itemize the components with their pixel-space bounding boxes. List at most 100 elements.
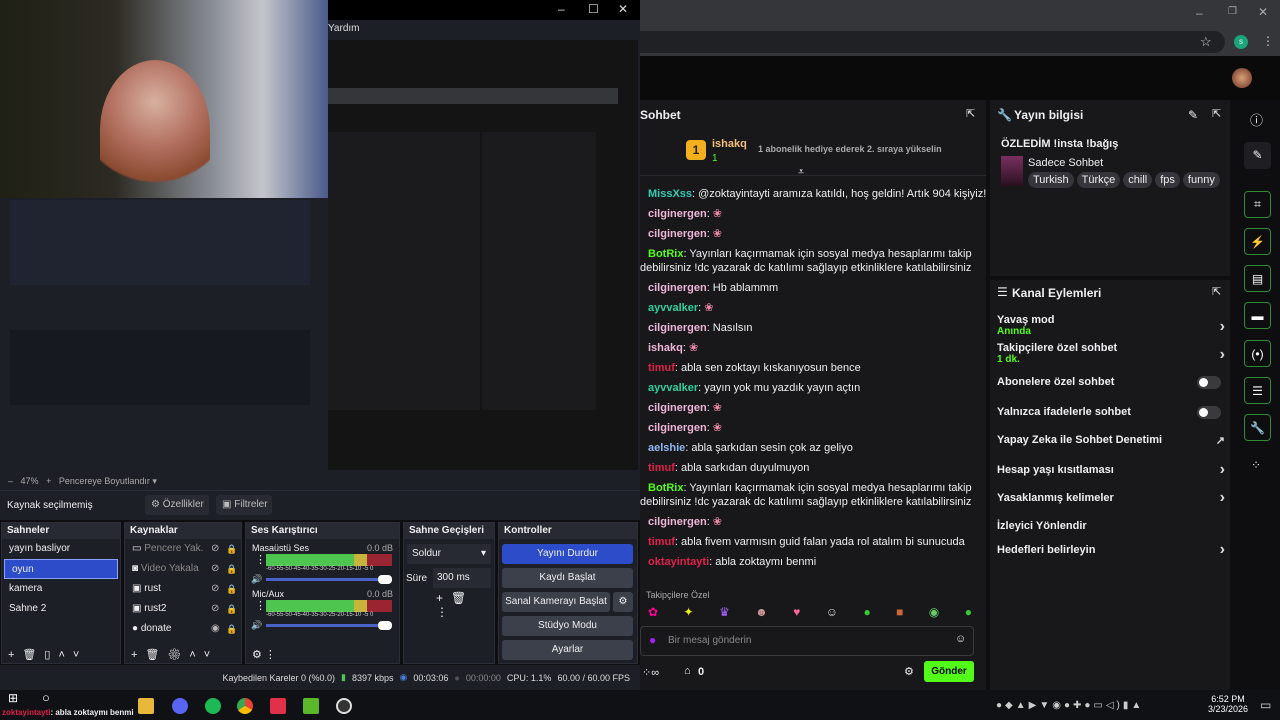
profile-avatar[interactable]: s [1234,35,1248,49]
category-name[interactable]: Sadece Sohbet [1028,157,1104,169]
channel-action-item[interactable]: Yasaklanmış kelimeler › [997,489,1225,506]
chat-username[interactable]: aelshie [648,442,686,454]
edit-icon[interactable]: ✎ [1188,108,1199,122]
stream-tag[interactable]: Turkish [1028,172,1074,188]
chat-username[interactable]: ayvvalker [648,382,699,394]
broadcast-icon[interactable]: (•) [1244,340,1271,367]
stream-tag[interactable]: funny [1182,172,1220,188]
visibility-icon[interactable]: ⊘ [211,563,220,574]
emote-icon[interactable]: ◉ [928,605,940,619]
channel-action-item[interactable]: Takipçilere özel sohbet 1 dk. › [997,342,1225,365]
kick-icon[interactable] [303,698,319,714]
chat-username[interactable]: cilginergen [648,228,707,240]
minimize-icon[interactable]: – [558,2,565,16]
leader-name[interactable]: ishakq [712,138,747,150]
transition-select[interactable]: Soldur ▾ [407,544,491,564]
community-icon[interactable]: ⁘ [1251,458,1262,472]
scene-item[interactable]: yayın basliyor [9,543,71,554]
file-explorer-icon[interactable] [138,698,154,714]
chat-username[interactable]: MissXss [648,188,693,200]
visibility-icon[interactable]: ⊘ [211,603,220,614]
notifications-icon[interactable]: ▭ [1260,698,1272,712]
chat-username[interactable]: cilginergen [648,402,707,414]
edit-icon[interactable]: ✎ [1244,142,1271,169]
stream-tag[interactable]: fps [1155,172,1180,188]
menu-help[interactable]: Yardım [328,23,360,34]
close-icon[interactable]: ✕ [1258,5,1269,19]
minimize-icon[interactable]: – [1196,6,1203,20]
search-icon[interactable]: ○ [42,690,50,705]
valorant-icon[interactable] [270,698,286,714]
send-button[interactable]: Gönder [924,661,974,682]
toggle-switch[interactable] [1197,376,1221,389]
settings-button[interactable]: Ayarlar [502,640,633,660]
chat-username[interactable]: timuf [648,362,675,374]
close-icon[interactable]: ✕ [618,2,629,16]
source-item[interactable]: ▭ Pencere Yak. ⊘ 🔒 [125,539,241,559]
category-thumbnail[interactable] [1001,156,1023,186]
stop-streaming-button[interactable]: Yayını Durdur [502,544,633,564]
emote-icon[interactable]: ■ [896,605,904,619]
chat-username[interactable]: cilginergen [648,516,707,528]
chat-username[interactable]: cilginergen [648,208,707,220]
scene-item[interactable]: kamera [9,583,43,594]
popout-icon[interactable]: ⇱ [1212,108,1222,120]
lock-icon[interactable]: 🔒 [226,584,238,594]
popout-icon[interactable]: ⇱ [1212,286,1222,298]
transition-buttons[interactable]: +🗑⋮ [436,591,475,619]
channel-action-item[interactable]: Yavaş mod Anında › [997,314,1225,337]
scene-toolbar[interactable]: +🗑▯˄˅ [8,649,88,661]
channel-action-item[interactable]: Yapay Zeka ile Sohbet Denetimi ↗ [997,434,1225,447]
emoji-icon[interactable]: ☺ [955,633,967,645]
emote-icon[interactable]: ☻ [755,605,768,619]
lock-icon[interactable]: 🔒 [226,544,238,554]
emote-icon[interactable]: ✦ [683,605,694,619]
start-virtual-camera-button[interactable]: Sanal Kamerayı Başlat [502,592,610,612]
fit-to-window[interactable]: Pencereye Boyutlandır [58,476,150,486]
volume-slider[interactable] [266,575,392,584]
chat-username[interactable]: timuf [648,462,675,474]
channel-action-item[interactable]: İzleyici Yönlendir [997,520,1225,532]
mixer-settings-icon[interactable]: ⚙ ⋮ [252,649,276,661]
channel-action-item[interactable]: Hedefleri belirleyin › [997,541,1225,558]
channel-action-item[interactable]: Yalnızca ifadelerle sohbet [997,406,1225,419]
obs-icon[interactable] [336,698,352,714]
zoom-in-icon[interactable]: + [46,476,52,486]
lock-icon[interactable]: 🔒 [226,604,238,614]
emote-icon[interactable]: ☺ [825,605,839,619]
popout-icon[interactable]: ⇱ [966,108,976,120]
emote-icon[interactable]: ● [863,605,871,619]
source-toolbar-buttons[interactable]: +🗑⚙˄˅ [131,649,219,661]
microphone-icon[interactable]: ● [649,633,657,647]
bookmark-star-icon[interactable]: ☆ [1200,34,1212,49]
source-item[interactable]: ▣ rust2 ⊘ 🔒 [125,599,241,619]
restore-icon[interactable]: ❐ [1228,6,1237,17]
chat-settings-icon[interactable]: ⚙ [904,666,914,678]
discord-icon[interactable] [172,698,188,714]
chrome-icon[interactable] [237,698,253,714]
chat-username[interactable]: oktayintayti [648,556,710,568]
channel-actions-icon[interactable]: ☰ [1244,377,1271,404]
stream-tag[interactable]: chill [1123,172,1153,188]
toggle-switch[interactable] [1197,406,1221,419]
windows-start-icon[interactable]: ⊞ [8,691,19,705]
chat-username[interactable]: BotRix [648,248,684,260]
emote-icon[interactable]: ♛ [718,605,730,619]
address-bar[interactable]: ☆ [640,31,1225,53]
infinity-icon[interactable]: ⁘∞ [642,667,660,679]
channel-action-item[interactable]: Hesap yaşı kısıtlaması › [997,461,1225,478]
user-avatar[interactable] [1232,68,1252,88]
store-icon[interactable]: ⌂ [684,665,691,677]
chat-input[interactable]: ● Bir mesaj gönderin ☺ [640,626,974,656]
chat-username[interactable]: cilginergen [648,422,707,434]
chat-username[interactable]: BotRix [648,482,684,494]
spotify-icon[interactable] [205,698,221,714]
scene-item[interactable]: Sahne 2 [9,603,47,614]
lightning-icon[interactable]: ⚡ [1244,228,1271,255]
maximize-icon[interactable]: ☐ [588,2,599,16]
source-item[interactable]: ▣ rust ⊘ 🔒 [125,579,241,599]
speaker-icon[interactable]: 🔊 [251,574,263,584]
start-recording-button[interactable]: Kaydı Başlat [502,568,633,588]
clip-icon[interactable]: ⌗ [1244,191,1271,218]
virtual-camera-settings-icon[interactable]: ⚙ [613,592,633,612]
